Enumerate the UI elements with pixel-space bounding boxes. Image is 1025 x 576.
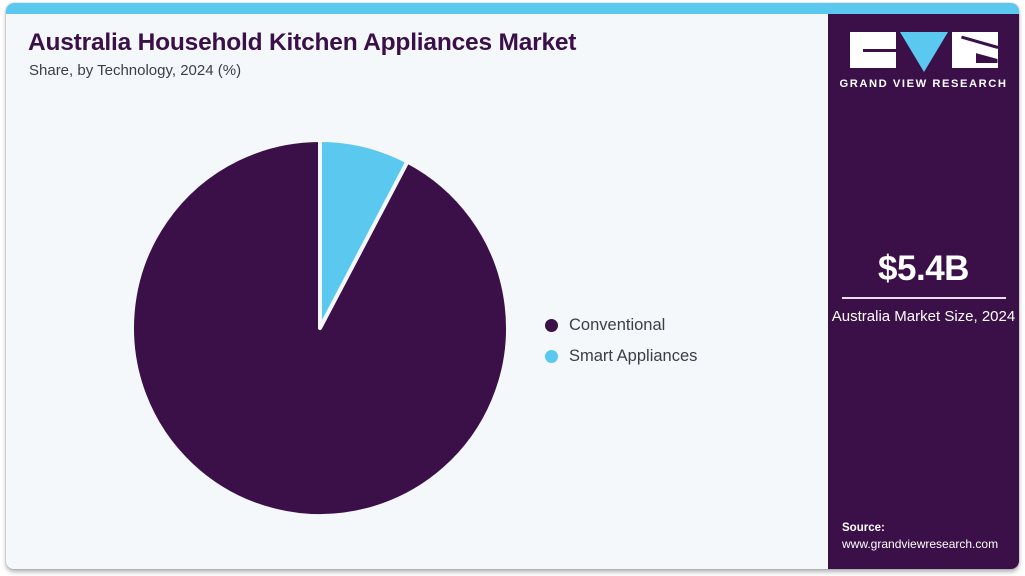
logo-wordmark: GRAND VIEW RESEARCH: [839, 78, 1008, 90]
logo-letter-g-icon: [849, 32, 896, 68]
pie-chart-svg: [129, 138, 510, 518]
legend-item-conventional[interactable]: Conventional: [545, 310, 697, 341]
chart-card: Australia Household Kitchen Appliances M…: [6, 3, 1019, 569]
logo-letter-v-triangle-icon: [899, 32, 948, 72]
chart-legend: Conventional Smart Appliances: [545, 310, 697, 372]
page-title: Australia Household Kitchen Appliances M…: [28, 29, 577, 56]
grand-view-research-logo: GRAND VIEW RESEARCH: [828, 32, 1019, 90]
market-size-value: $5.4B: [878, 249, 969, 288]
legend-label-conventional: Conventional: [569, 316, 666, 334]
legend-label-smart-appliances: Smart Appliances: [569, 347, 698, 365]
page-subtitle: Share, by Technology, 2024 (%): [29, 62, 242, 79]
chart-content-area: Australia Household Kitchen Appliances M…: [6, 14, 822, 569]
legend-swatch-conventional: [545, 319, 558, 332]
market-size-caption: Australia Market Size, 2024: [831, 308, 1016, 325]
brand-sidebar: GRAND VIEW RESEARCH $5.4B Australia Mark…: [828, 14, 1019, 569]
gvr-logo-mark-icon: [849, 32, 998, 72]
legend-swatch-smart-appliances: [545, 350, 558, 363]
legend-item-smart-appliances[interactable]: Smart Appliances: [545, 341, 697, 372]
market-size-metric: $5.4B Australia Market Size, 2024: [828, 249, 1019, 327]
pie-slice-smart-appliances[interactable]: [318, 138, 410, 330]
source-url[interactable]: www.grandviewresearch.com: [842, 537, 999, 551]
accent-top-bar: [6, 3, 1019, 14]
metric-divider: [841, 297, 1006, 299]
logo-letter-r-icon: [951, 32, 998, 68]
pie-chart: [124, 132, 516, 524]
source-block: Source: www.grandviewresearch.com: [842, 520, 1019, 553]
source-label: Source:: [842, 522, 885, 534]
